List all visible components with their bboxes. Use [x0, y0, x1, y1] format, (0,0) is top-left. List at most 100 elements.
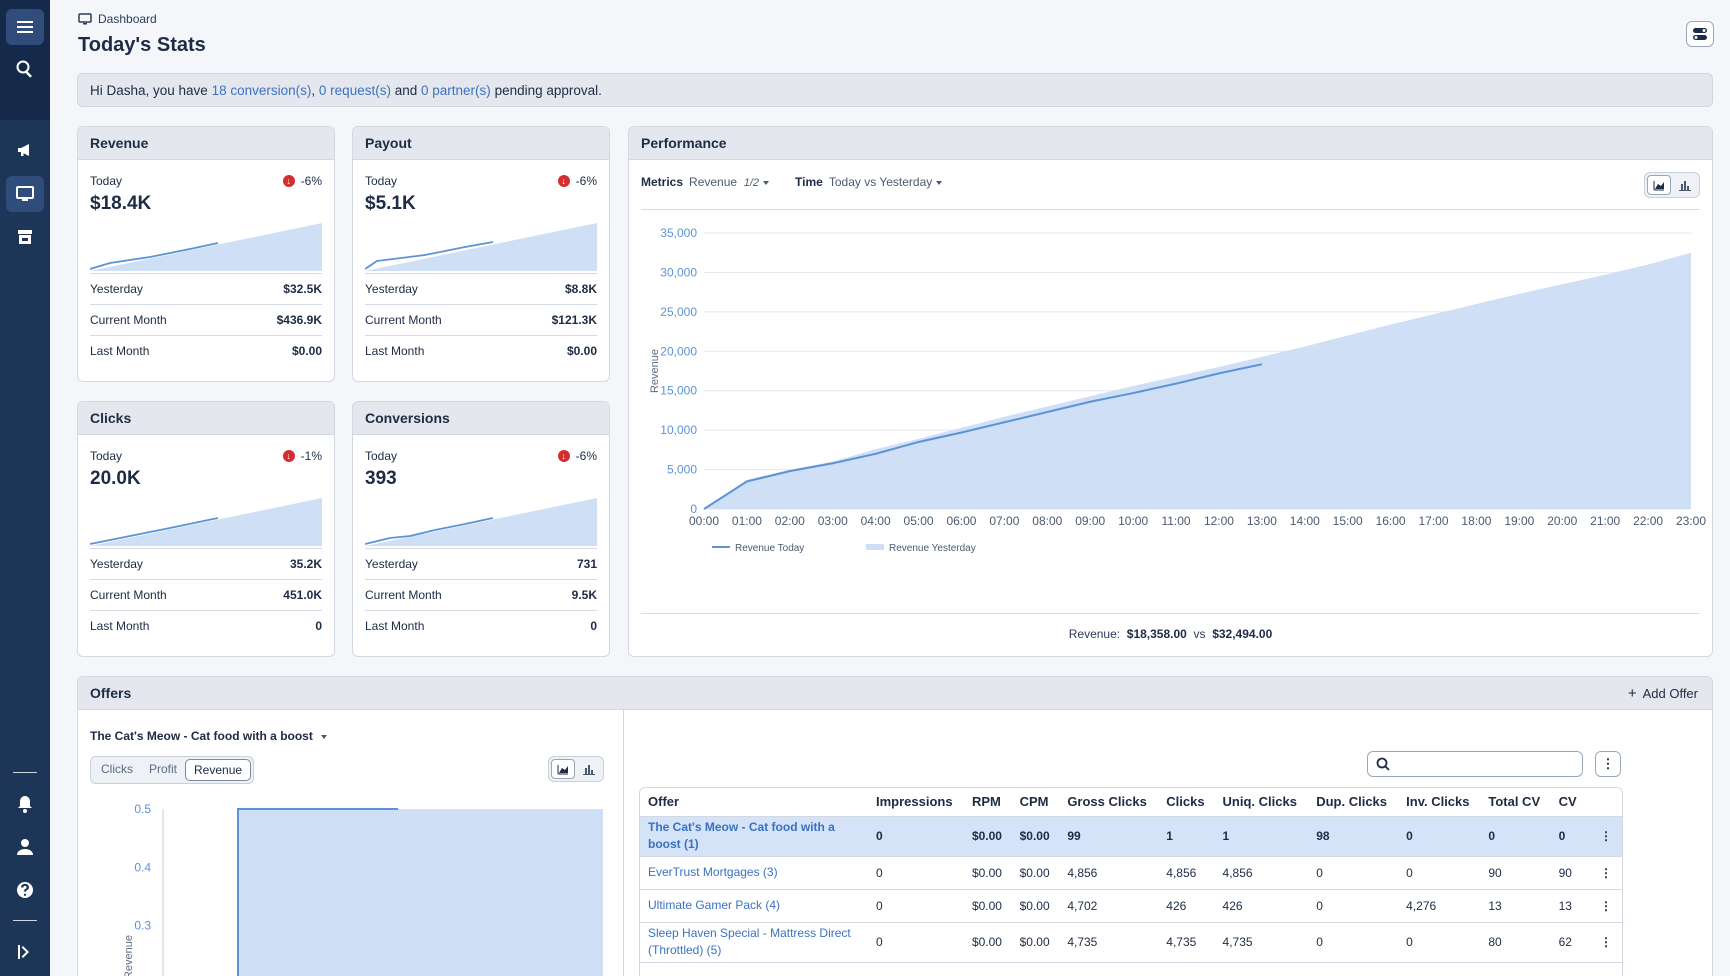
area-chart-icon[interactable]	[551, 759, 575, 779]
stat-row: Last Month 0	[90, 610, 322, 641]
bar-chart-icon[interactable]	[1673, 175, 1697, 195]
breadcrumb[interactable]: Dashboard	[78, 12, 157, 26]
x-tick-label: 06:00	[946, 514, 976, 528]
row-kebab-icon[interactable]: ⋮	[1588, 962, 1622, 976]
x-tick-label: 22:00	[1633, 514, 1663, 528]
table-cell: 109	[1480, 962, 1551, 976]
table-cell: 13	[1550, 889, 1588, 923]
user-icon[interactable]	[6, 829, 44, 865]
column-header[interactable]: Offer	[640, 788, 868, 817]
stat-row: Current Month $121.3K	[365, 304, 597, 335]
y-tick-label: 15,000	[660, 384, 697, 398]
offer-select[interactable]: The Cat's Meow - Cat food with a boost	[90, 729, 327, 743]
stat-row: Yesterday 731	[365, 548, 597, 579]
caret-down-icon	[936, 180, 943, 185]
x-tick-label: 20:00	[1547, 514, 1577, 528]
table-cell: 0	[1398, 816, 1481, 857]
table-cell: 4,735	[1158, 922, 1215, 963]
main-content: Dashboard Today's Stats Hi Dasha, you ha…	[50, 0, 1730, 976]
conversions-link[interactable]: 18 conversion(s)	[211, 82, 312, 98]
column-header[interactable]: Uniq. Clicks	[1214, 788, 1309, 817]
store-icon[interactable]	[6, 219, 44, 255]
card-title: Clicks	[78, 402, 334, 435]
table-cell: 0	[868, 856, 964, 890]
x-tick-label: 04:00	[861, 514, 891, 528]
bell-icon[interactable]	[6, 786, 44, 822]
time-select[interactable]: Today vs Yesterday	[829, 175, 943, 189]
table-options-button[interactable]: ⋮	[1595, 751, 1621, 777]
table-cell: 4,735	[1059, 922, 1159, 963]
table-cell: 0	[868, 922, 964, 963]
x-tick-label: 10:00	[1118, 514, 1148, 528]
revenue-card: Revenue Today ↓ -6% $18.4K Yesterday $32.5…	[77, 126, 335, 382]
today-value: $18.4K	[90, 193, 152, 214]
area-chart-icon[interactable]	[1647, 175, 1671, 195]
offer-name-link[interactable]: Sleep Haven Special - Mattress Direct (T…	[640, 922, 868, 963]
metrics-select[interactable]: Revenue 1/2	[689, 175, 770, 189]
help-icon[interactable]	[6, 872, 44, 908]
stat-row: Yesterday $32.5K	[90, 273, 322, 304]
column-header[interactable]: Dup. Clicks	[1308, 788, 1399, 817]
search-input[interactable]	[1367, 751, 1583, 777]
table-row[interactable]: The Cat's Meow - Cat food with a boost (…	[640, 816, 1622, 857]
requests-link[interactable]: 0 request(s)	[318, 82, 391, 98]
series-area-revenue	[238, 809, 603, 976]
row-kebab-icon[interactable]: ⋮	[1588, 816, 1622, 857]
table-row[interactable]: Sleep Haven Special - Mattress Direct (T…	[640, 922, 1622, 963]
column-header[interactable]: Inv. Clicks	[1398, 788, 1481, 817]
time-label: Time	[795, 175, 823, 189]
expand-sidebar-icon[interactable]	[6, 934, 44, 970]
column-header[interactable]: Total CV	[1480, 788, 1551, 817]
table-cell: $0.00	[1011, 962, 1060, 976]
menu-icon[interactable]	[6, 9, 44, 45]
tab-profit[interactable]: Profit	[149, 762, 178, 776]
legend-swatch-revenue-yesterday	[866, 544, 884, 550]
monitor-icon[interactable]	[6, 176, 44, 212]
caret-down-icon	[320, 734, 327, 739]
offer-name-link[interactable]: PureFlow Water Purification Campaign	[640, 962, 868, 976]
legend-label-revenue-yesterday: Revenue Yesterday	[889, 543, 976, 554]
offer-name-link[interactable]: EverTrust Mortgages (3)	[640, 856, 868, 890]
table-cell: 4,735	[1214, 922, 1309, 963]
x-tick-label: 02:00	[775, 514, 805, 528]
today-label: Today	[90, 174, 123, 188]
column-header[interactable]: CV	[1550, 788, 1588, 817]
partners-link[interactable]: 0 partner(s)	[421, 82, 491, 98]
search-icon	[1376, 757, 1390, 771]
table-cell: $0.00	[1011, 889, 1060, 923]
column-header-actions	[1588, 788, 1622, 817]
row-kebab-icon[interactable]: ⋮	[1588, 922, 1622, 963]
bar-chart-icon[interactable]	[577, 759, 601, 779]
banner-suffix: pending approval.	[494, 82, 602, 98]
search-icon[interactable]	[6, 51, 44, 87]
tab-revenue[interactable]: Revenue	[185, 759, 252, 781]
megaphone-icon[interactable]	[6, 132, 44, 168]
table-cell: 0	[868, 962, 964, 976]
offer-name-link[interactable]: The Cat's Meow - Cat food with a boost (…	[640, 816, 868, 857]
series-area-revenue-yesterday	[704, 252, 1691, 509]
table-cell: 0	[1550, 816, 1588, 857]
add-offer-button[interactable]: + Add Offer	[1628, 685, 1698, 702]
column-header[interactable]: Clicks	[1158, 788, 1215, 817]
row-kebab-icon[interactable]: ⋮	[1588, 889, 1622, 923]
toggle-settings-button[interactable]	[1686, 21, 1714, 47]
column-header[interactable]: Gross Clicks	[1059, 788, 1159, 817]
table-cell: $0.00	[963, 922, 1012, 963]
table-cell: 0	[1308, 962, 1399, 976]
row-kebab-icon[interactable]: ⋮	[1588, 856, 1622, 890]
table-cell: $0.00	[963, 962, 1012, 976]
column-header[interactable]: Impressions	[868, 788, 964, 817]
table-row[interactable]: EverTrust Mortgages (3) 0 $0.00 $0.00 4,856 4…	[640, 856, 1622, 890]
x-tick-label: 03:00	[818, 514, 848, 528]
table-row[interactable]: Ultimate Gamer Pack (4) 0 $0.00 $0.00 4,702 4…	[640, 889, 1622, 923]
clicks-card: Clicks Today ↓ -1% 20.0K Yesterday 35.2K C…	[77, 401, 335, 657]
x-tick-label: 05:00	[904, 514, 934, 528]
y-tick-label: 10,000	[660, 423, 697, 437]
tab-clicks[interactable]: Clicks	[101, 762, 133, 776]
column-header[interactable]: RPM	[963, 788, 1012, 817]
column-header[interactable]: CPM	[1011, 788, 1060, 817]
offer-name-link[interactable]: Ultimate Gamer Pack (4)	[640, 889, 868, 923]
table-cell: 0	[1398, 856, 1481, 890]
banner-comma: ,	[311, 82, 316, 98]
table-row[interactable]: PureFlow Water Purification Campaign0$0.…	[640, 962, 1622, 976]
